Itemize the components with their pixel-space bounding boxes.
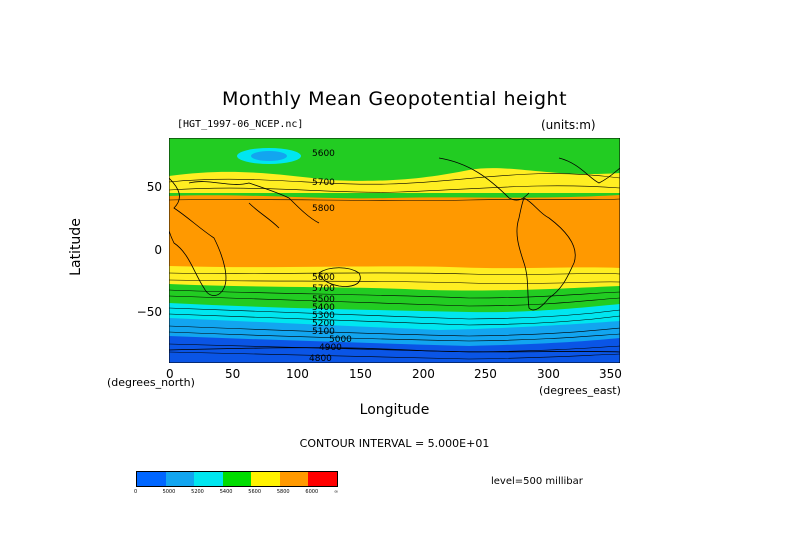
x-unit-label: (degrees_east) [539,384,621,397]
contour-label-4800: 4800 [309,354,332,363]
colorbar-cell [251,472,280,486]
x-tick-150: 150 [349,367,372,381]
x-tick-350: 350 [599,367,622,381]
contour-label-5400: 5400 [312,303,335,313]
colorbar-label: 5600 [248,489,262,495]
y-unit-label: (degrees_north) [107,376,195,389]
contour-label-5600-north: 5600 [312,149,335,159]
colorbar-label: 0 [134,489,138,495]
contour-label-5500: 5500 [312,295,335,305]
colorbar-cell [194,472,223,486]
colorbar-label: 5200 [191,489,204,495]
contour-label-4900: 4900 [319,343,342,353]
colorbar-label: 6000 [305,489,319,495]
dataset-label: [HGT_1997-06_NCEP.nc] [177,119,304,130]
units-label: (units:m) [541,118,596,132]
colorbar-label: ∞ [334,489,339,495]
level-label: level=500 millibar [491,476,583,487]
colorbar-label: 5800 [276,489,290,495]
plot-title: Monthly Mean Geopotential height [221,88,568,110]
colorbar-cell [165,472,195,486]
y-tick-0: 0 [154,243,162,257]
contour-lines [169,173,620,360]
colorbar-cell [222,472,252,486]
y-tick-minus-50: −50 [136,305,162,319]
geopotential-map: 5600 5700 5800 5600 5700 5500 5400 5300 … [169,138,620,363]
y-axis-label: Latitude [68,218,84,276]
contour-label-5000: 5000 [329,335,352,345]
x-tick-50: 50 [225,367,241,381]
x-tick-300: 300 [537,367,560,381]
colorbar-cell [308,472,338,486]
contour-labels: 5600 5700 5800 5600 5700 5500 5400 5300 … [309,149,352,363]
contour-interval: CONTOUR INTERVAL = 5.000E+01 [299,437,490,450]
x-tick-100: 100 [286,367,309,381]
x-tick-250: 250 [474,367,497,381]
contour-label-5200: 5200 [312,319,335,329]
contour-label-5600-south: 5600 [312,273,335,283]
contour-label-5300: 5300 [312,311,335,321]
coastlines [169,157,620,311]
x-tick-200: 200 [412,367,435,381]
x-axis-label: Longitude [359,402,430,418]
colorbar-label: 5000 [162,489,176,495]
colorbar [136,471,338,487]
y-tick-50: 50 [146,180,162,194]
colorbar-cell [279,472,309,486]
contour-label-5100: 5100 [312,327,335,337]
blue-low-north [251,151,287,161]
contour-label-5700-south: 5700 [312,284,335,294]
colorbar-label: 5400 [219,489,233,495]
contour-label-5800-north: 5800 [312,204,335,214]
x-tick-0: 0 [166,367,174,381]
colorbar-cell [137,472,166,486]
contour-label-5700-north: 5700 [312,178,335,188]
